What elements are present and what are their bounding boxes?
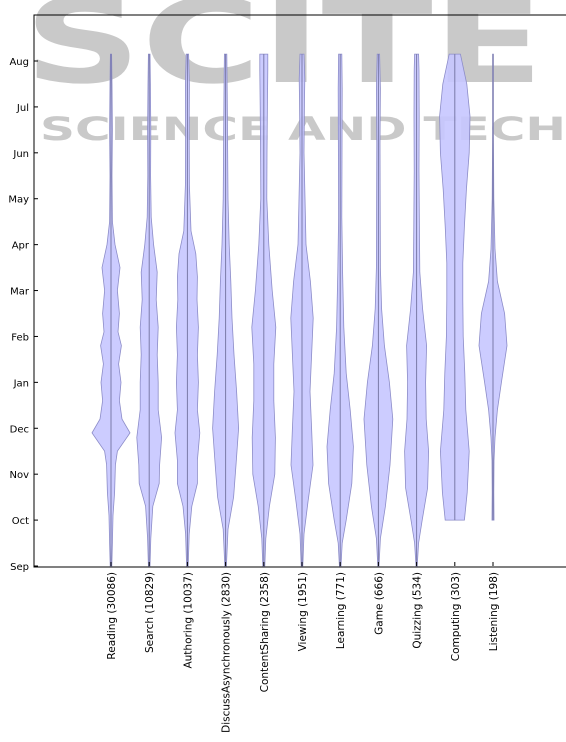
y-tick-label: Apr [12, 241, 30, 252]
y-tick-label: Dec [10, 424, 29, 435]
x-tick-label: Viewing (1951) [297, 572, 309, 651]
x-tick-label: Listening (198) [488, 572, 500, 651]
watermark: SCITE SCIENCE AND TECH [24, 0, 566, 148]
x-tick-label: Reading (30086) [106, 572, 118, 660]
x-tick-label: Authoring (10037) [182, 572, 194, 669]
y-tick-label: Nov [9, 470, 29, 481]
y-tick-label: Oct [12, 516, 29, 527]
x-tick-label: Quizzing (534) [412, 572, 424, 649]
y-tick-label: Jun [12, 149, 29, 160]
y-tick-label: Jan [13, 378, 29, 389]
y-tick-label: Feb [11, 332, 29, 343]
x-tick-label: DiscussAsynchronously (2830) [221, 572, 233, 733]
x-tick-label: Computing (303) [450, 572, 462, 661]
y-tick-label: Sep [10, 562, 29, 573]
y-axis: Sep Oct Nov Dec Jan Feb Mar Apr May Jun Jul Aug [8, 57, 38, 573]
x-tick-label: ContentSharing (2358) [259, 572, 271, 692]
violins-group [91, 53, 508, 567]
x-axis: Reading (30086) Search (10829) Authoring (… [106, 562, 500, 733]
x-tick-label: Game (666) [373, 572, 385, 635]
y-tick-label: Mar [10, 287, 30, 298]
x-tick-label: Search (10829) [144, 572, 156, 653]
y-tick-label: Aug [9, 57, 29, 68]
y-tick-label: May [8, 195, 29, 206]
x-tick-label: Learning (771) [335, 572, 347, 649]
y-tick-label: Jul [16, 103, 29, 114]
